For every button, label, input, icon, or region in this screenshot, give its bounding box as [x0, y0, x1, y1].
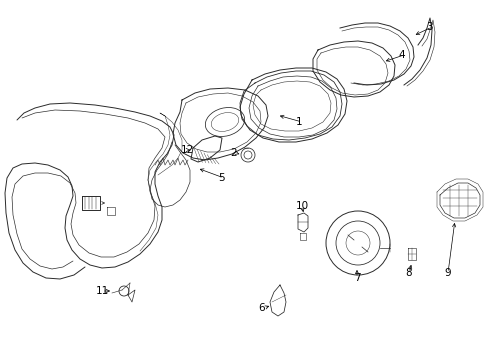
- Text: 9: 9: [444, 268, 450, 278]
- Text: 1: 1: [295, 117, 302, 127]
- Text: 4: 4: [397, 50, 404, 60]
- Text: 10: 10: [295, 201, 308, 211]
- Text: 5: 5: [218, 173, 224, 183]
- Text: 7: 7: [353, 273, 360, 283]
- Text: 2: 2: [229, 148, 236, 158]
- Text: 8: 8: [405, 268, 411, 278]
- Text: 11: 11: [96, 286, 109, 296]
- Text: 12: 12: [181, 145, 194, 155]
- Text: 3: 3: [425, 22, 432, 32]
- Text: 6: 6: [258, 303, 264, 313]
